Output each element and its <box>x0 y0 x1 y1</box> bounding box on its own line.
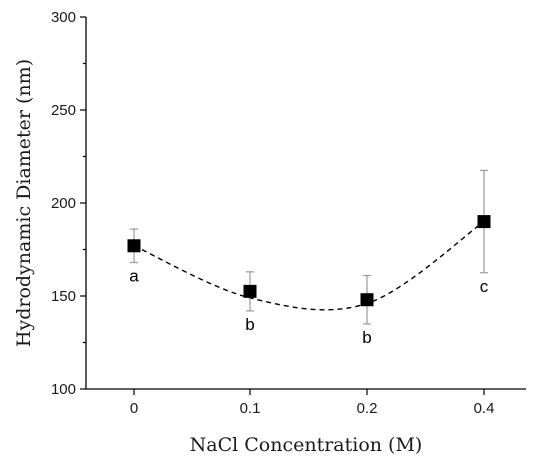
significance-label: b <box>245 315 254 334</box>
y-tick-label: 100 <box>51 381 76 398</box>
point-labels: a b b c <box>129 267 488 347</box>
data-points <box>127 215 491 307</box>
x-tick-label: 0.2 <box>357 400 378 417</box>
data-point <box>127 239 141 253</box>
y-tick-label: 150 <box>51 288 76 305</box>
y-tick-label: 250 <box>51 102 76 119</box>
data-point <box>360 293 374 307</box>
data-point <box>243 284 257 298</box>
error-bars <box>130 169 488 325</box>
significance-label: b <box>362 328 371 347</box>
x-ticks: 0 0.1 0.2 0.4 <box>130 389 495 417</box>
significance-label: a <box>129 267 139 286</box>
x-tick-label: 0 <box>130 400 138 417</box>
significance-label: c <box>480 277 489 296</box>
y-axis-title: Hydrodynamic Diameter (nm) <box>13 59 35 347</box>
chart-axes <box>85 17 526 390</box>
y-tick-label: 300 <box>51 9 76 26</box>
x-tick-label: 0.4 <box>474 400 495 417</box>
trend-line <box>133 221 485 311</box>
x-tick-label: 0.1 <box>240 400 261 417</box>
x-axis-title: NaCl Concentration (M) <box>190 434 423 456</box>
data-point <box>477 215 491 229</box>
y-ticks: 100 150 200 250 300 <box>51 9 86 398</box>
y-tick-label: 200 <box>51 195 76 212</box>
